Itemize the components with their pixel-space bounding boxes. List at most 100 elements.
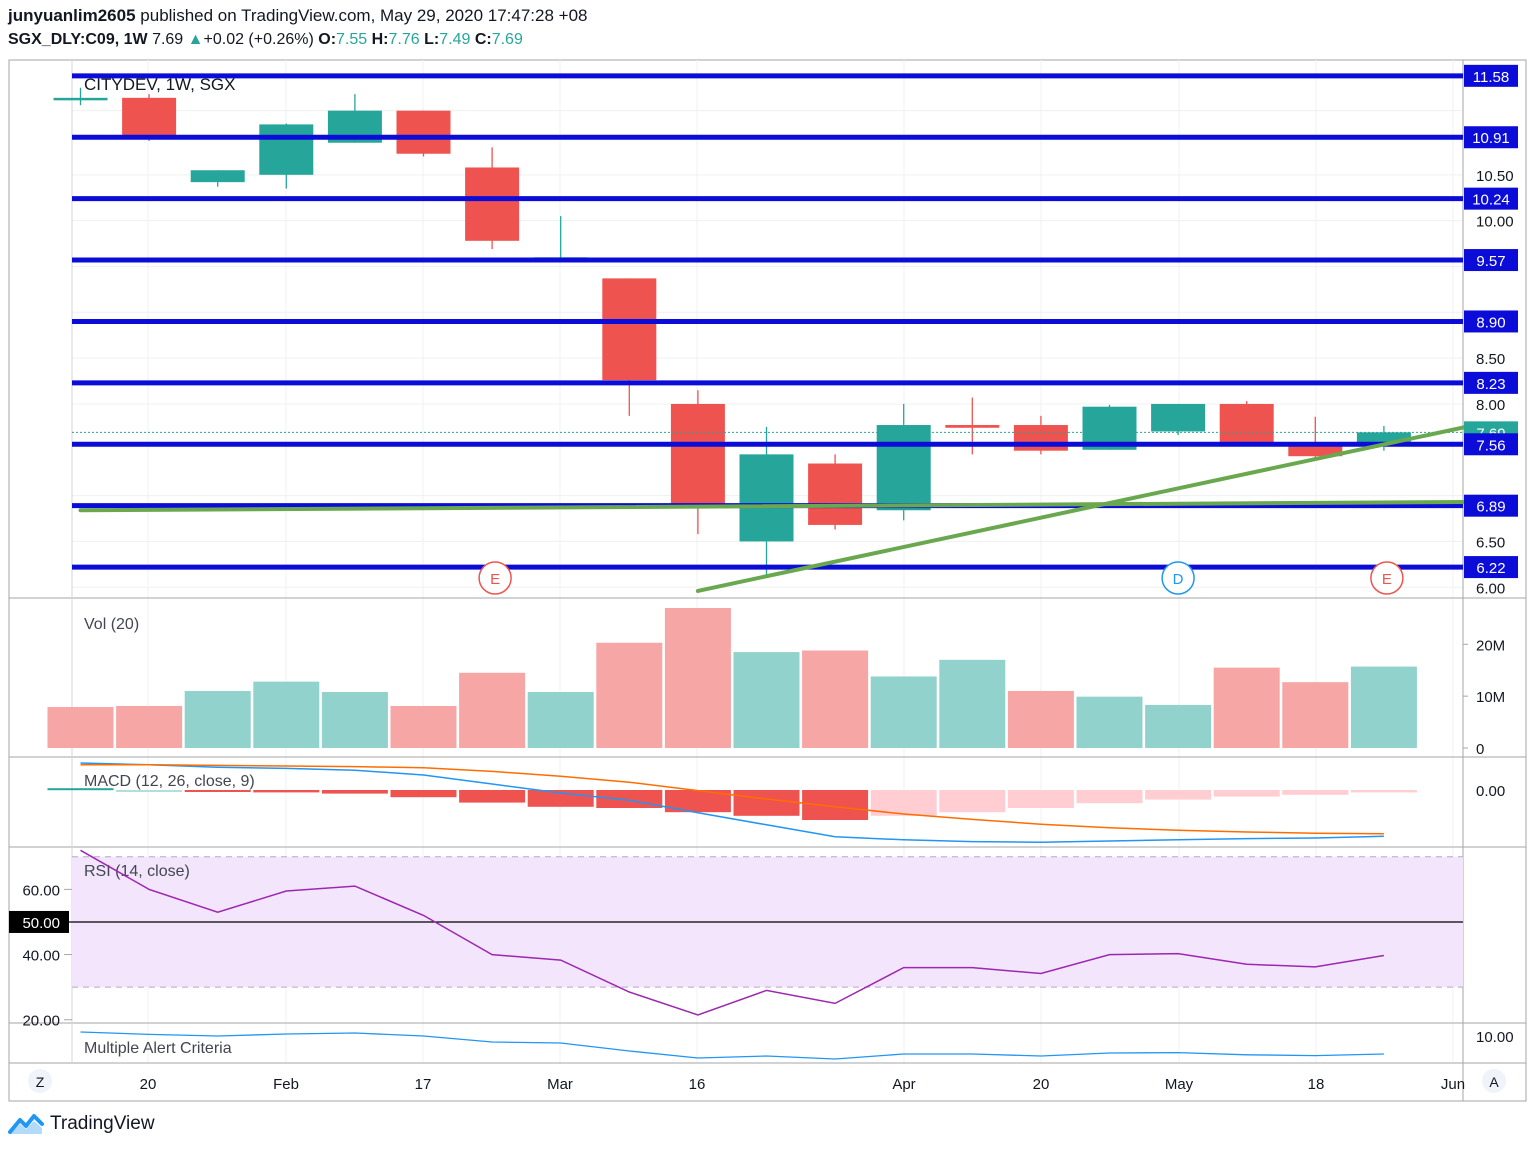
volume-bar [253,681,320,748]
price-label-box [1464,249,1518,272]
candle-body [396,110,451,154]
candle-body [1219,403,1274,443]
rsi-axis-label: 60.00 [22,882,60,899]
zoom-icon: Z [36,1074,45,1090]
volume-bar [1213,667,1280,748]
trendline [695,424,1469,593]
event-marker-circle [1370,561,1404,595]
author-name[interactable]: junyuanlim2605 [8,6,136,25]
close-value: 7.69 [491,31,523,48]
rsi-axis-label: 20.00 [22,1013,60,1030]
time-axis-label: Mar [547,1076,573,1093]
low-value: 7.49 [439,31,471,48]
macd-histogram-bar [939,790,1006,813]
candle-body [465,167,520,241]
macd-histogram-bar [184,790,251,792]
price-axis-label: 10.00 [1476,214,1514,231]
event-marker-e: E [1370,561,1404,595]
rsi-line [80,849,1385,1016]
candle-body [1288,445,1343,457]
tradingview-logo-icon [8,1114,44,1134]
candle-body [808,463,863,525]
time-axis-label: 18 [1308,1076,1325,1093]
candle-body [739,454,794,542]
price-axis-label: 8.50 [1476,351,1505,368]
rsi-pane-title: RSI (14, close) [84,863,190,880]
publish-info-text: published on TradingView.com, May 29, 20… [135,6,588,25]
candle-body [670,403,725,507]
macd-histogram-bar [1076,790,1143,804]
tradingview-footer[interactable]: TradingView [8,1112,155,1136]
macd-line [80,762,1384,843]
price-axis-label: 10.50 [1476,168,1514,185]
volume-bar [1007,690,1074,748]
close-label: C: [474,31,492,48]
zoom-button-bg [28,1069,52,1093]
publish-info: junyuanlim2605 published on TradingView.… [8,6,587,26]
last-price: 7.69 [152,31,184,48]
tradingview-brand: TradingView [50,1113,155,1134]
time-axis-label: 17 [415,1076,432,1093]
macd-histogram-bar [1282,790,1349,795]
volume-bar [1076,696,1143,748]
event-marker-label: E [1382,571,1392,588]
volume-bar [664,608,731,748]
candle-body [945,425,1000,428]
zoom-button[interactable]: Z [28,1069,52,1093]
event-marker-e: E [478,561,512,595]
macd-histogram-bar [733,790,800,816]
price-axis-label: 10.91 [1472,130,1510,147]
event-marker-label: E [490,571,500,588]
up-triangle-icon: ▲ [187,31,204,48]
macd-histogram-bar [664,790,731,813]
alert-axis-label: 10.00 [1476,1029,1514,1046]
price-pane-title: CITYDEV, 1W, SGX [84,75,235,94]
trendline [78,500,1469,513]
low-label: L: [424,31,440,48]
high-value: 7.76 [388,31,420,48]
macd-axis-label: 0.00 [1476,783,1505,800]
price-axis-label: 8.23 [1476,376,1505,393]
macd-histogram-bar [596,790,663,808]
volume-axis-label: 10M [1476,689,1505,706]
time-axis-label: 16 [689,1076,706,1093]
candle-body [122,97,177,136]
volume-bar [1145,704,1212,748]
volume-bar [184,690,251,748]
volume-bar [47,707,114,748]
macd-histogram-bar [459,790,526,803]
price-axis-label: 9.57 [1476,253,1505,270]
symbol-name: SGX_DLY:C09, 1W [8,31,148,48]
volume-bar [939,659,1006,748]
price-change: +0.02 (+0.26%) [203,31,314,48]
symbol-legend: SGX_DLY:C09, 1W 7.69 ▲+0.02 (+0.26%) O: 7… [8,31,523,49]
volume-bar [459,672,526,748]
price-axis-label: 6.22 [1476,560,1505,577]
macd-histogram-bar [1145,790,1212,800]
open-label: O: [318,31,337,48]
macd-histogram-bar [47,788,114,791]
volume-bar [1350,666,1417,748]
volume-bar [527,692,594,748]
volume-axis-label: 20M [1476,637,1505,654]
time-axis-label: Feb [273,1076,299,1093]
price-axis-label: 6.89 [1476,499,1505,516]
time-axis-label: Jun [1441,1076,1465,1093]
auto-scale-button[interactable]: A [1482,1069,1506,1093]
price-axis-label: 8.90 [1476,314,1505,331]
macd-signal-line [80,764,1384,835]
price-label-box [1464,494,1518,517]
volume-bar [390,706,457,748]
candle-body [1151,403,1206,432]
auto-scale-button-bg [1482,1069,1506,1093]
rsi-axis-label: 50.00 [22,915,60,932]
price-label-box [1464,371,1518,394]
candle-body [259,124,314,175]
price-axis-label: 6.50 [1476,534,1505,551]
high-label: H: [371,31,389,48]
macd-histogram-bar [1213,790,1280,797]
candle-body [876,425,931,511]
price-axis-label: 8.00 [1476,397,1505,414]
macd-histogram-bar [390,790,457,798]
